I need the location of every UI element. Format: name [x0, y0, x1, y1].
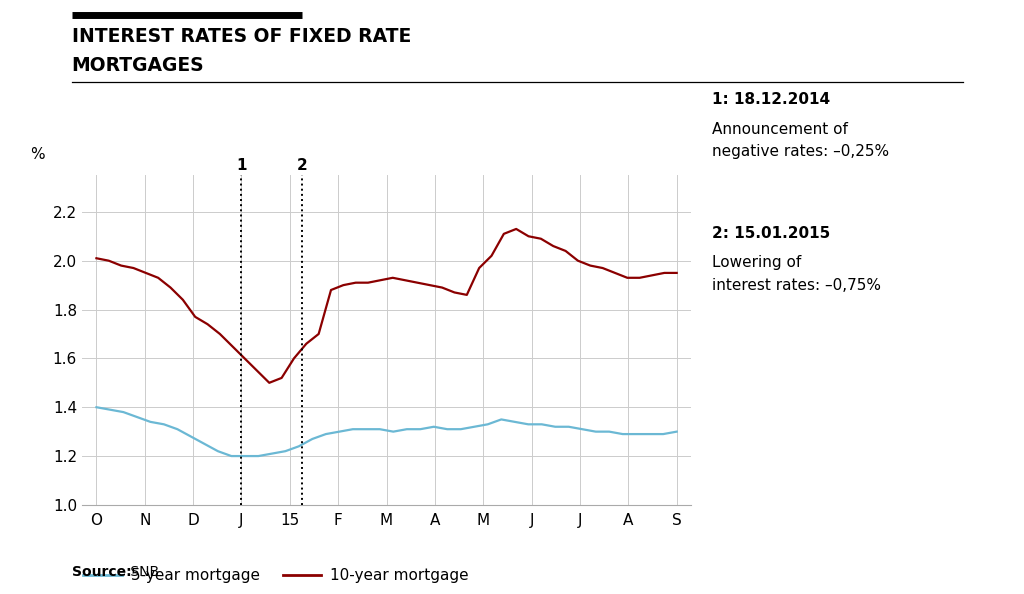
Text: 1: 18.12.2014: 1: 18.12.2014: [712, 92, 829, 107]
Text: 2: 2: [297, 158, 307, 173]
Text: %: %: [30, 147, 45, 162]
Text: INTEREST RATES OF FIXED RATE: INTEREST RATES OF FIXED RATE: [72, 27, 411, 46]
Text: MORTGAGES: MORTGAGES: [72, 56, 205, 75]
Text: 2: 15.01.2015: 2: 15.01.2015: [712, 226, 829, 241]
Text: 1: 1: [237, 158, 247, 173]
Text: Source:: Source:: [72, 565, 131, 579]
Text: Lowering of
interest rates: –0,75%: Lowering of interest rates: –0,75%: [712, 255, 881, 293]
Text: Announcement of
negative rates: –0,25%: Announcement of negative rates: –0,25%: [712, 122, 889, 159]
Text: SNB: SNB: [126, 565, 159, 579]
Legend: 5-year mortgage, 10-year mortgage: 5-year mortgage, 10-year mortgage: [78, 563, 475, 590]
